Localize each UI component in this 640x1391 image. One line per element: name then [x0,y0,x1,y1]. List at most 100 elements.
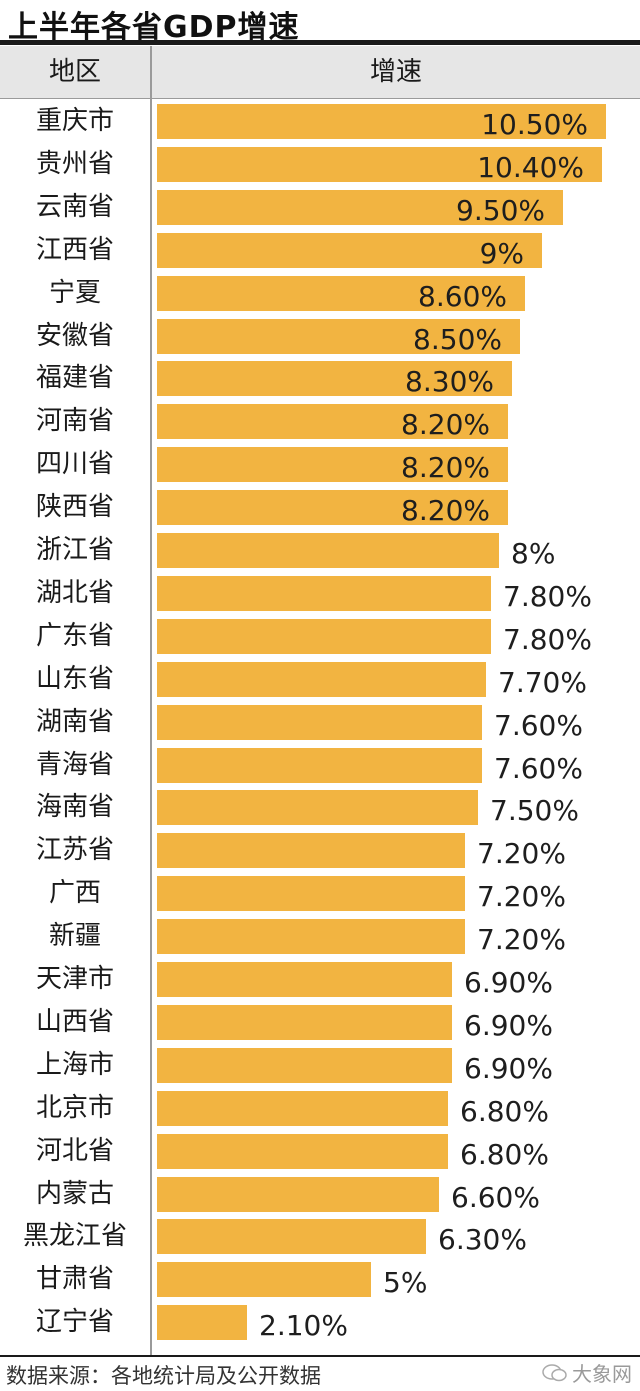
growth-bar [157,704,482,740]
region-label: 海南省 [35,792,114,823]
value-label: 7.50% [490,794,579,828]
growth-bar [157,1219,426,1255]
value-label: 10.40% [477,150,584,184]
region-label: 新疆 [48,921,101,952]
region-label: 青海省 [35,749,114,780]
table-row: 新疆 7.20% [0,915,640,958]
growth-bar [157,747,482,783]
growth-bar [157,919,465,955]
table-row: 江西省 9% [0,229,640,272]
table-row: 北京市 6.80% [0,1087,640,1130]
column-divider [150,46,152,1355]
growth-bar [157,661,486,697]
value-label: 9.50% [456,193,545,227]
table-row: 安徽省 8.50% [0,315,640,358]
region-label: 黑龙江省 [22,1221,127,1252]
value-label: 6.60% [451,1180,540,1214]
table-row: 山东省 7.70% [0,658,640,701]
table-row: 贵州省 10.40% [0,143,640,186]
growth-bar [157,232,542,268]
table-row: 江苏省 7.20% [0,829,640,872]
region-label: 四川省 [35,449,114,480]
region-label: 安徽省 [35,320,114,351]
value-label: 7.20% [477,923,566,957]
growth-bar [157,876,465,912]
growth-bar [157,318,520,354]
value-label: 5% [383,1266,428,1300]
growth-bar [157,790,478,826]
table-row: 广东省 7.80% [0,615,640,658]
region-label: 广西 [48,878,101,909]
table-row: 湖南省 7.60% [0,701,640,744]
table-row: 青海省 7.60% [0,744,640,787]
growth-bar [157,575,491,611]
growth-bar [157,1090,448,1126]
value-label: 2.10% [259,1309,348,1343]
growth-bar [157,490,508,526]
source-note: 数据来源：各地统计局及公开数据 [6,1364,321,1388]
growth-bar [157,146,602,182]
value-label: 8.20% [401,408,490,442]
growth-bar [157,1305,247,1341]
region-label: 福建省 [35,363,114,394]
value-label: 6.90% [464,966,553,999]
value-label: 6.30% [438,1223,527,1257]
table-header: 地区 增速 [0,46,640,98]
growth-bar [157,962,452,997]
region-label: 天津市 [35,964,114,994]
region-label: 湖北省 [35,577,114,608]
table-row: 河南省 8.20% [0,400,640,443]
value-label: 7.20% [477,880,566,914]
table-row: 辽宁省 2.10% [0,1301,640,1344]
region-label: 山西省 [35,1006,114,1037]
table-row: 宁夏 8.60% [0,272,640,315]
region-label: 河南省 [35,406,114,437]
region-label: 内蒙古 [35,1178,114,1209]
value-label: 7.20% [477,837,566,871]
value-label: 7.70% [498,665,587,699]
value-label: 7.80% [503,622,592,656]
table-row: 天津市 6.90% [0,958,640,1001]
table-row: 湖北省 7.80% [0,572,640,615]
region-label: 江苏省 [35,835,114,866]
table-row: 黑龙江省 6.30% [0,1215,640,1258]
watermark: 大象网 [542,1358,632,1387]
title-rule [0,40,640,45]
growth-bar [157,189,563,225]
region-label: 北京市 [35,1092,114,1123]
growth-bar [157,1004,452,1040]
value-label: 6.80% [460,1137,549,1171]
growth-bar [157,361,512,397]
value-label: 10.50% [481,108,588,141]
growth-bar [157,1133,448,1169]
region-label: 贵州省 [35,148,114,179]
value-label: 8.20% [401,451,490,485]
region-label: 浙江省 [35,535,114,565]
table-row: 广西 7.20% [0,872,640,915]
region-label: 辽宁省 [35,1307,114,1338]
value-label: 6.90% [464,1008,553,1042]
table-row: 上海市 6.90% [0,1044,640,1087]
value-label: 8.30% [405,365,494,399]
growth-bar [157,1176,439,1212]
value-label: 8% [511,537,556,570]
table-row: 福建省 8.30% [0,357,640,400]
region-label: 甘肃省 [35,1264,114,1295]
growth-bar [157,404,508,440]
table-row: 浙江省 8% [0,529,640,572]
region-label: 山东省 [35,663,114,694]
table-row: 内蒙古 6.60% [0,1173,640,1216]
region-label: 广东省 [35,620,114,651]
value-label: 7.80% [503,579,592,613]
growth-bar [157,618,491,654]
wechat-icon [542,1363,567,1381]
chart-title: 上半年各省GDP增速 [8,10,300,45]
growth-bar [157,1262,371,1298]
region-label: 云南省 [35,191,114,222]
table-row: 云南省 9.50% [0,186,640,229]
region-label: 江西省 [35,234,114,265]
value-label: 6.80% [460,1094,549,1128]
region-label: 上海市 [35,1049,114,1080]
value-label: 8.20% [401,494,490,528]
value-label: 7.60% [494,708,583,742]
